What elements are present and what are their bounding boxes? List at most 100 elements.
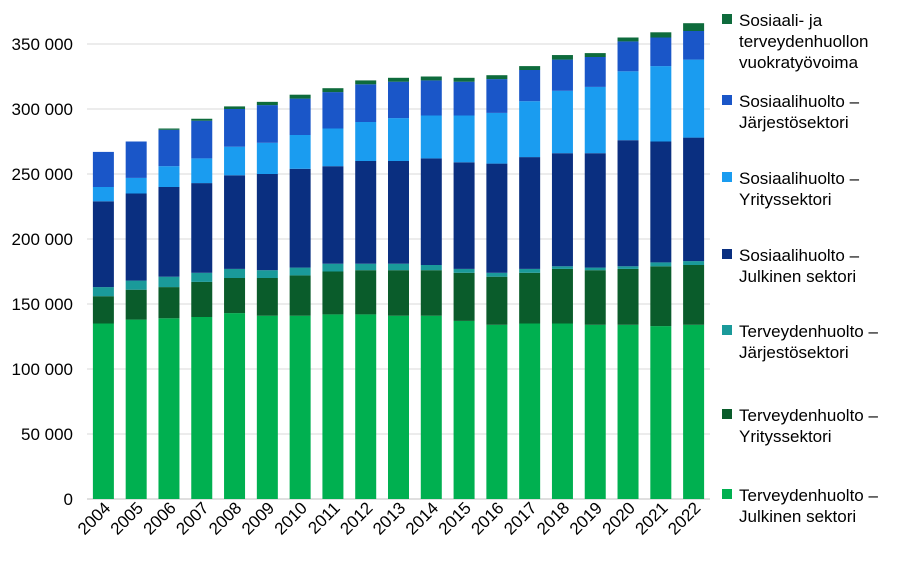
bar-segment (584, 324, 606, 499)
bar-stack-2013 (388, 77, 409, 499)
bar-segment (584, 53, 606, 57)
bars (92, 23, 705, 499)
bar-segment (486, 276, 508, 325)
bar-segment (92, 187, 114, 202)
bar-stack-2012 (355, 80, 377, 499)
x-axis-labels: 2004200520062007200820092010201120122013… (74, 498, 704, 538)
bar-segment (683, 23, 705, 31)
bar-segment (551, 90, 573, 154)
bar-segment (453, 162, 475, 269)
bar-segment (617, 37, 639, 42)
bar-segment (92, 296, 114, 324)
bar-segment (256, 142, 278, 174)
bar-stack-2007 (191, 118, 213, 499)
legend-label: Sosiaalihuolto – Julkinen sektori (739, 246, 860, 286)
bar-segment (158, 318, 180, 499)
bar-segment (322, 88, 344, 93)
bar-segment (519, 66, 541, 70)
bar-stack-2016 (486, 75, 508, 499)
legend: Sosiaali- ja terveydenhuollon vuokratyöv… (722, 0, 920, 567)
bar-segment (355, 314, 377, 499)
legend-label: Terveydenhuolto – Järjestösektori (739, 322, 878, 362)
bar-segment (420, 158, 442, 265)
bar-segment (355, 122, 377, 161)
bar-segment (256, 101, 278, 106)
bar-stack-2008 (224, 106, 246, 499)
bar-segment (224, 106, 246, 109)
bar-segment (584, 153, 606, 268)
bar-segment (388, 81, 409, 119)
bar-segment (388, 270, 409, 316)
x-tick-label: 2009 (238, 498, 278, 538)
bar-stack-2011 (322, 88, 344, 499)
x-tick-label: 2015 (435, 498, 475, 538)
legend-label: Sosiaalihuolto – Järjestösektori (739, 92, 860, 132)
bar-segment (486, 163, 508, 273)
x-tick-label: 2016 (468, 498, 508, 538)
bar-segment (519, 101, 541, 158)
legend-swatch (722, 14, 732, 24)
bar-segment (125, 193, 147, 281)
legend-swatch (722, 95, 732, 105)
bar-segment (322, 128, 344, 167)
bar-segment (420, 270, 442, 316)
bar-segment (125, 319, 147, 499)
bar-segment (224, 175, 246, 269)
x-tick-label: 2004 (74, 498, 114, 538)
bar-segment (420, 76, 442, 81)
bar-segment (92, 201, 114, 288)
bar-segment (289, 267, 311, 276)
bar-stack-2004 (92, 151, 114, 499)
bar-segment (224, 146, 246, 176)
bar-stack-2018 (551, 55, 573, 499)
bar-stack-2017 (519, 66, 541, 499)
bar-segment (92, 151, 114, 187)
bar-segment (355, 80, 377, 85)
bar-segment (322, 271, 344, 315)
bar-segment (486, 112, 508, 164)
x-tick-label: 2014 (402, 498, 442, 538)
x-tick-label: 2005 (107, 498, 147, 538)
legend-label: Terveydenhuolto – Julkinen sektori (739, 486, 878, 526)
legend-label: Terveydenhuolto – Yrityssektori (739, 406, 878, 446)
bar-segment (355, 84, 377, 122)
x-tick-label: 2010 (271, 498, 311, 538)
legend-label: Sosiaali- ja terveydenhuollon vuokratyöv… (739, 11, 869, 72)
bar-stack-2019 (584, 53, 606, 499)
bar-segment (191, 317, 213, 499)
bar-segment (289, 275, 311, 316)
bar-segment (388, 315, 409, 499)
bar-segment (191, 158, 213, 184)
bar-segment (256, 105, 278, 143)
bar-segment (519, 268, 541, 273)
bar-segment (486, 272, 508, 277)
bar-segment (355, 263, 377, 271)
bar-segment (683, 137, 705, 262)
bar-segment (617, 266, 639, 269)
legend-swatch (722, 409, 732, 419)
bar-segment (355, 270, 377, 315)
bar-segment (584, 57, 606, 87)
legend-swatch (722, 249, 732, 259)
bar-segment (191, 281, 213, 317)
bar-segment (453, 77, 475, 82)
x-tick-label: 2020 (599, 498, 639, 538)
legend-swatch (722, 172, 732, 182)
bar-segment (617, 71, 639, 141)
x-tick-label: 2008 (205, 498, 245, 538)
x-tick-label: 2013 (369, 498, 409, 538)
bar-segment (191, 120, 213, 159)
x-tick-label: 2019 (566, 498, 606, 538)
bar-stack-2009 (256, 101, 278, 499)
bar-segment (453, 320, 475, 499)
bar-segment (683, 31, 705, 60)
bar-segment (191, 272, 213, 282)
bar-stack-2015 (453, 77, 475, 499)
bar-segment (322, 314, 344, 499)
bar-segment (683, 261, 705, 265)
bar-segment (158, 166, 180, 187)
bar-stack-2005 (125, 141, 147, 499)
bar-segment (420, 265, 442, 271)
bar-stack-2014 (420, 76, 442, 499)
bar-segment (289, 135, 311, 169)
